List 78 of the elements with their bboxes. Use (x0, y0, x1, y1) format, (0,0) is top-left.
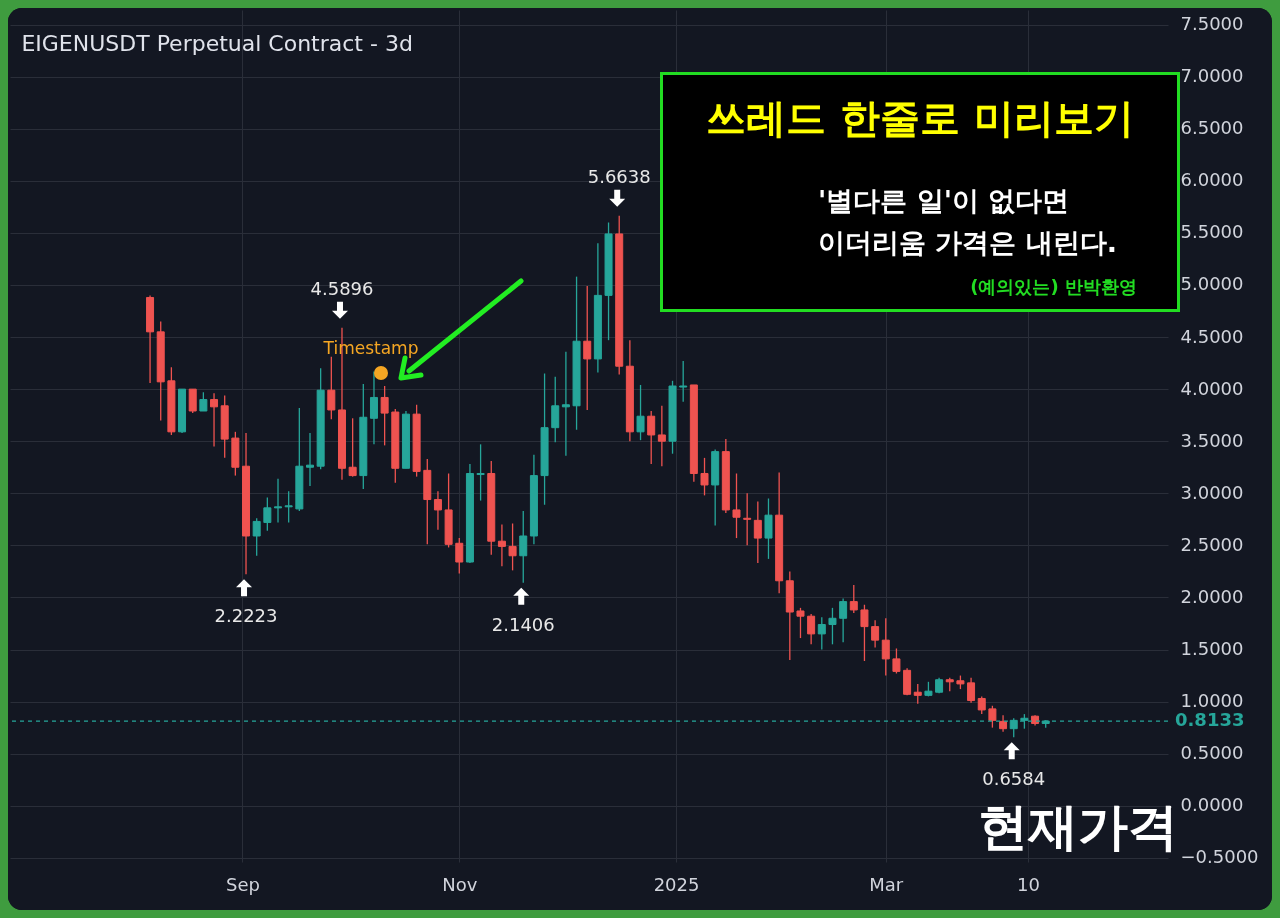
candlestick (369, 370, 378, 445)
candlestick (988, 705, 997, 729)
ref-line-label: 0.8133 (1175, 709, 1245, 731)
candlestick (497, 523, 506, 567)
annotation: 현재가격 (978, 797, 1178, 858)
candlestick (796, 607, 805, 639)
y-tick-label: 1.0000 (1180, 690, 1244, 712)
candlestick (455, 537, 464, 575)
candlestick (252, 517, 261, 557)
y-tick-label: 7.5000 (1180, 13, 1244, 35)
y-tick-label: 1.5000 (1180, 638, 1244, 660)
annotation: (예의있는) 반박환영 (970, 275, 1137, 299)
candlestick (647, 410, 656, 465)
candlestick (828, 607, 837, 645)
annotation: 2.1406 (491, 613, 555, 635)
candlestick (210, 392, 219, 448)
candlestick (913, 683, 922, 705)
y-tick-label: 6.0000 (1180, 169, 1244, 191)
candlestick (679, 360, 688, 403)
candlestick (519, 510, 528, 584)
candlestick (380, 385, 389, 447)
y-tick-label: 5.5000 (1180, 221, 1244, 243)
candlestick (839, 597, 848, 643)
x-tick-label: Mar (869, 873, 904, 895)
y-tick-label: 0.0000 (1180, 794, 1244, 816)
candlestick (583, 285, 592, 411)
candlestick (263, 496, 272, 532)
candlestick (967, 676, 976, 704)
candlestick (700, 457, 709, 497)
y-tick-label: 0.5000 (1180, 742, 1244, 764)
candlestick (348, 417, 357, 478)
candlestick (743, 492, 752, 547)
annotation: 이더리움 가격은 내린다. (818, 226, 1118, 260)
candlestick (732, 472, 741, 539)
y-tick-label: 5.0000 (1180, 273, 1244, 295)
x-tick-label: 2025 (653, 873, 700, 895)
candlestick (476, 443, 485, 502)
y-tick-label: 6.5000 (1180, 117, 1244, 139)
y-tick-label: 4.5000 (1180, 325, 1244, 347)
candlestick (306, 432, 314, 487)
candlestick (753, 500, 762, 564)
text: EIGENUSDT Perpetual Contract - 3d (21, 31, 413, 56)
candlestick (188, 388, 197, 414)
annotation: 2.2223 (214, 605, 278, 627)
candlestick (284, 490, 293, 524)
candlestick (871, 619, 880, 649)
y-tick-label: 3.0000 (1180, 481, 1244, 503)
annotation: 4.5896 (310, 277, 374, 299)
candlestick (860, 604, 869, 662)
y-tick-label: 7.0000 (1180, 65, 1244, 87)
candlestick (849, 584, 858, 614)
candlestick (561, 350, 570, 457)
y-tick-label: 2.5000 (1180, 533, 1244, 555)
candlestick (551, 375, 560, 443)
candlestick (892, 647, 901, 675)
y-tick-label: 4.0000 (1180, 377, 1244, 399)
y-tick-label: −0.5000 (1180, 846, 1259, 868)
annotation: 쓰레드 한줄로 미리보기 (705, 94, 1135, 143)
candlestick (657, 405, 666, 467)
annotation: 5.6638 (587, 165, 651, 187)
candlestick (636, 384, 645, 441)
y-tick-label: 2.0000 (1180, 585, 1244, 607)
candlestick (807, 613, 816, 645)
candlestick (508, 522, 517, 572)
candlestick (327, 356, 336, 420)
y-tick-label: 3.5000 (1180, 429, 1244, 451)
annotation: '별다른 일'이 없다면 (818, 184, 1070, 218)
candlestick (903, 667, 912, 696)
x-tick-label: 10 (1016, 873, 1040, 895)
candlestick (199, 391, 208, 412)
candlestick (881, 617, 890, 677)
candlestick (764, 497, 773, 560)
annotation: 0.6584 (982, 768, 1046, 790)
candlestick (274, 478, 283, 524)
x-tick-label: Sep (226, 873, 260, 895)
x-tick-label: Nov (442, 873, 478, 895)
candlestick (433, 490, 442, 531)
candlestick (817, 616, 826, 651)
